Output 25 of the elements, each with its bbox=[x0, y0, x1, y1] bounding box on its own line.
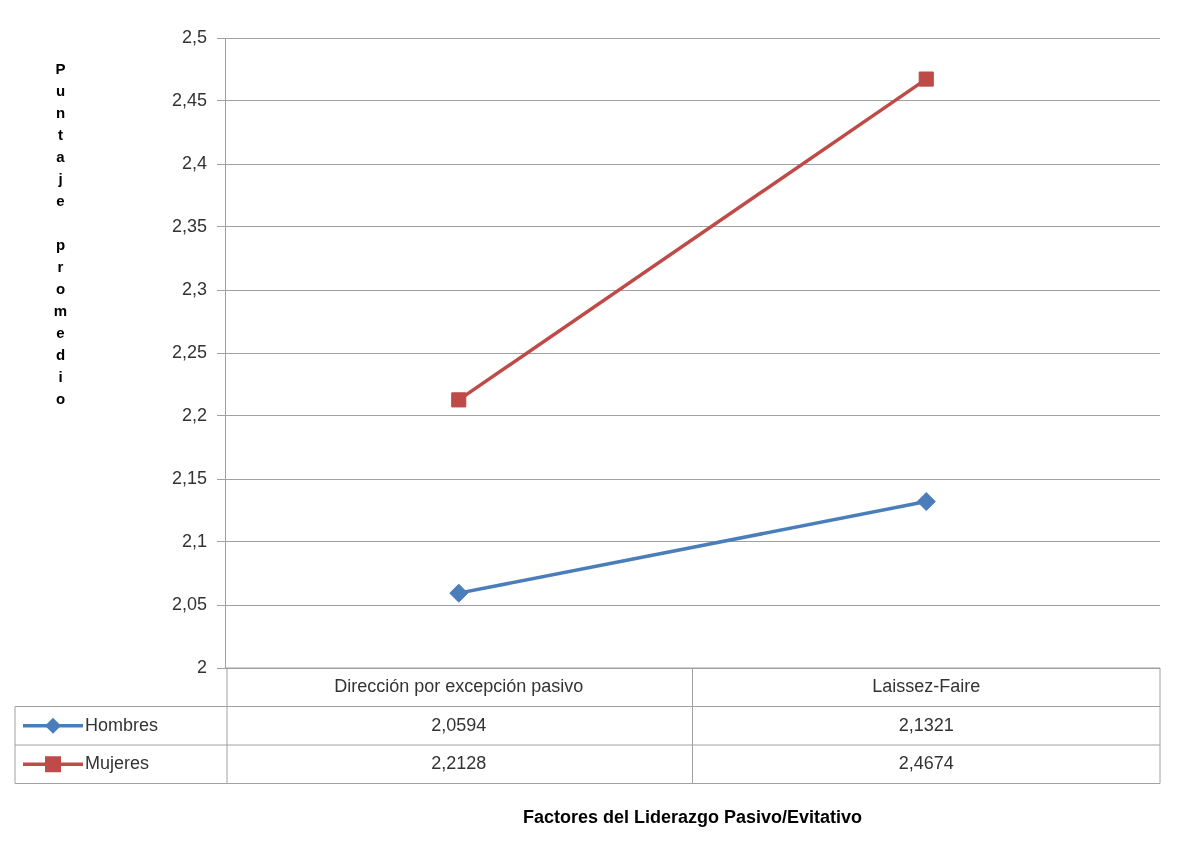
x-tick-label: Dirección por excepción pasivo bbox=[334, 676, 584, 697]
y-tick-label: 2,45 bbox=[171, 89, 207, 110]
y-tick-label: 2,2 bbox=[181, 404, 207, 425]
point bbox=[449, 583, 469, 603]
point bbox=[918, 71, 934, 87]
text: Factores del Liderazgo Pasivo/Evitativo bbox=[522, 807, 863, 828]
y-tick-label: 2,3 bbox=[181, 278, 207, 299]
y-tick-label: 2,25 bbox=[171, 341, 207, 362]
point bbox=[916, 492, 936, 512]
data-label: 2,1321 bbox=[898, 714, 954, 735]
legend-label: Hombres bbox=[85, 714, 159, 735]
y-tick-label: 2,5 bbox=[181, 26, 207, 47]
y-tick-label: 2,05 bbox=[171, 593, 207, 614]
data-label: 2,4674 bbox=[898, 753, 954, 774]
x-tick-label: Laissez-Faire bbox=[872, 676, 981, 697]
legend-label: Mujeres bbox=[85, 753, 150, 774]
y-tick-label: 2 bbox=[196, 656, 207, 677]
point bbox=[451, 392, 467, 408]
y-tick-label: 2,4 bbox=[181, 152, 207, 173]
y-tick-label: 2,15 bbox=[171, 467, 207, 488]
text: Puntaje promedio bbox=[52, 60, 69, 412]
y-tick-label: 2,35 bbox=[171, 215, 207, 236]
y-tick-label: 2,1 bbox=[181, 530, 207, 551]
data-label: 2,0594 bbox=[431, 714, 487, 735]
data-label: 2,2128 bbox=[431, 753, 487, 774]
